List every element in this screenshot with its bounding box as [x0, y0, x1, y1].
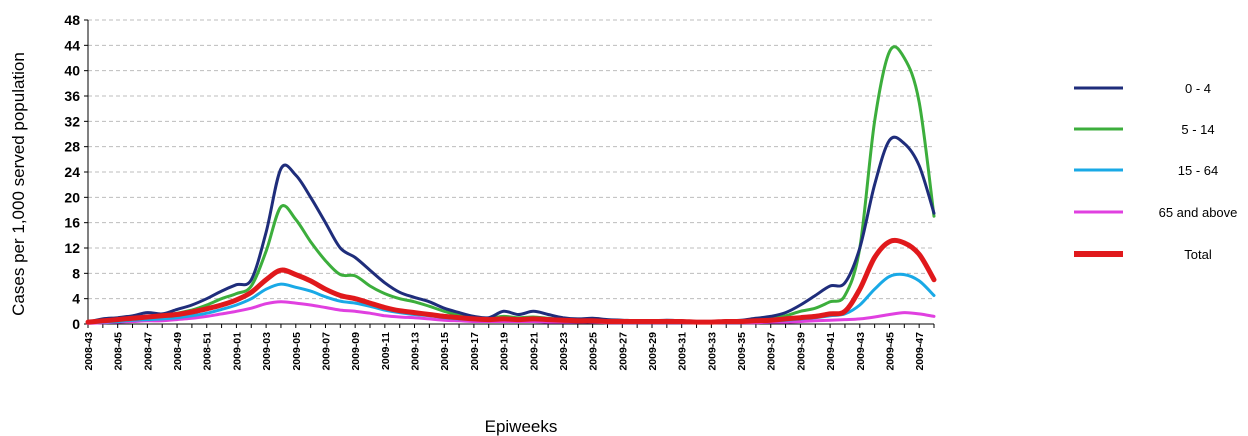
x-tick-label-2008-51: 2008-51 — [202, 332, 214, 371]
y-tick-label-44: 44 — [64, 37, 80, 53]
y-tick-label-48: 48 — [64, 12, 80, 28]
x-tick-label-2009-01: 2009-01 — [231, 332, 243, 371]
x-tick-label-2008-45: 2008-45 — [113, 332, 125, 371]
x-tick-label-2009-39: 2009-39 — [795, 332, 807, 371]
legend-label-total: Total — [1184, 247, 1212, 262]
x-tick-label-2009-07: 2009-07 — [320, 332, 332, 371]
series-line-5-14 — [86, 45, 936, 325]
series-line-total — [85, 237, 937, 325]
y-tick-label-24: 24 — [64, 164, 80, 180]
x-tick-label-2009-09: 2009-09 — [350, 332, 362, 371]
series-line-0-4 — [86, 135, 936, 324]
x-tick-label-2009-47: 2009-47 — [914, 332, 926, 371]
x-tick-label-2009-45: 2009-45 — [884, 332, 896, 371]
x-tick-label-2009-21: 2009-21 — [528, 332, 540, 371]
x-tick-label-2009-27: 2009-27 — [617, 332, 629, 371]
x-axis-title: Epiweeks — [485, 417, 558, 436]
x-tick-label-2009-03: 2009-03 — [261, 332, 273, 371]
y-tick-label-32: 32 — [64, 113, 80, 129]
y-tick-label-12: 12 — [64, 240, 80, 256]
legend: 0 - 4 5 - 14 15 - 64 65 and above Total — [1074, 81, 1237, 262]
x-tick-label-2009-11: 2009-11 — [380, 332, 392, 370]
x-tick-label-2009-05: 2009-05 — [291, 332, 303, 371]
x-tick-label-2009-41: 2009-41 — [825, 332, 837, 371]
series-lines — [85, 45, 937, 325]
x-tick-label-2009-37: 2009-37 — [766, 332, 778, 371]
x-tick-label-2009-33: 2009-33 — [706, 332, 718, 371]
x-tick-label-2009-13: 2009-13 — [410, 332, 422, 371]
x-tick-label-2009-31: 2009-31 — [677, 332, 689, 371]
y-axis-title: Cases per 1,000 served population — [9, 52, 28, 316]
x-tick-label-2009-15: 2009-15 — [439, 332, 451, 371]
x-tick-label-2009-23: 2009-23 — [558, 332, 570, 371]
legend-label-0-4: 0 - 4 — [1185, 81, 1211, 96]
y-tick-label-8: 8 — [72, 265, 80, 281]
y-tick-label-28: 28 — [64, 139, 80, 155]
x-tick-label-2009-43: 2009-43 — [855, 332, 867, 371]
x-tick-label-2009-25: 2009-25 — [588, 332, 600, 371]
y-tick-label-0: 0 — [72, 316, 80, 332]
x-tick-label-2009-35: 2009-35 — [736, 332, 748, 371]
legend-label-65-and-above: 65 and above — [1159, 205, 1238, 220]
x-tick-label-2009-17: 2009-17 — [469, 332, 481, 371]
legend-label-5-14: 5 - 14 — [1181, 122, 1214, 137]
x-tick-label-2009-29: 2009-29 — [647, 332, 659, 371]
x-axis-ticks: 2008-43 2008-45 2008-47 2008-49 2008-51 2009-… — [83, 324, 935, 371]
x-tick-label-2008-43: 2008-43 — [83, 332, 95, 371]
y-tick-label-20: 20 — [64, 189, 80, 205]
y-tick-label-4: 4 — [72, 291, 80, 307]
y-tick-label-40: 40 — [64, 63, 80, 79]
legend-label-15-64: 15 - 64 — [1178, 163, 1218, 178]
y-tick-label-36: 36 — [64, 88, 80, 104]
x-tick-label-2009-19: 2009-19 — [499, 332, 511, 371]
y-tick-label-16: 16 — [64, 215, 80, 231]
gridlines — [88, 19, 934, 300]
x-tick-label-2008-47: 2008-47 — [142, 332, 154, 371]
x-tick-label-2008-49: 2008-49 — [172, 332, 184, 371]
